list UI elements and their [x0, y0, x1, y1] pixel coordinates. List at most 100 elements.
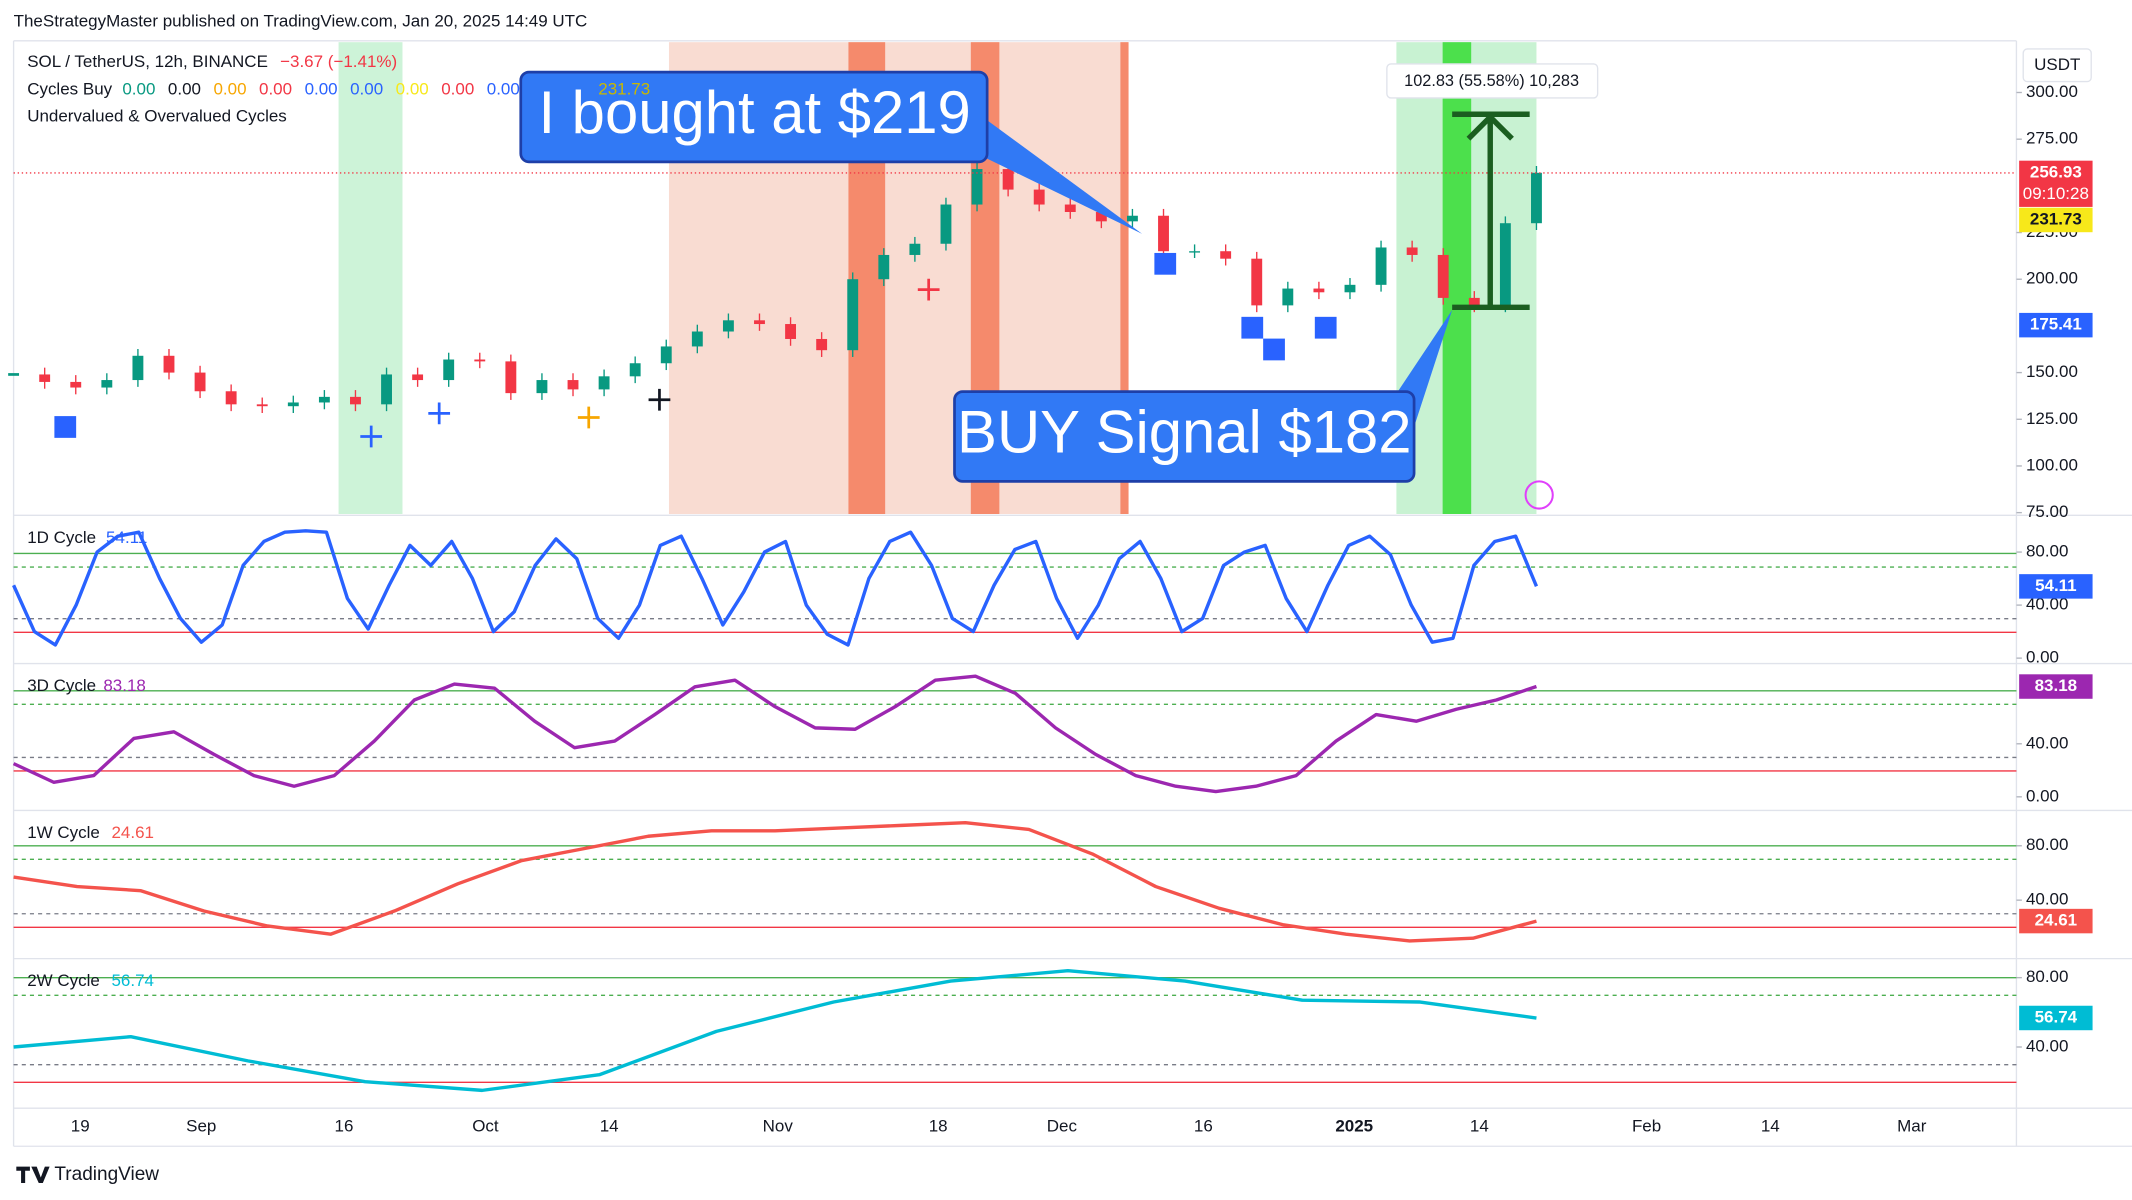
- candle: [287, 402, 299, 407]
- candle: [691, 331, 703, 347]
- x-tick-label: Dec: [1047, 1117, 1078, 1136]
- measure-tool: [1452, 111, 1530, 311]
- signal-plus: [428, 402, 451, 425]
- candle: [1375, 247, 1387, 285]
- pane-title: 2W Cycle: [27, 971, 100, 990]
- candle: [1406, 247, 1418, 255]
- x-tick-label: Sep: [186, 1117, 216, 1136]
- candle: [1468, 297, 1480, 306]
- candle: [878, 254, 890, 280]
- change: −3.67 (−1.41%): [280, 52, 397, 71]
- candle: [443, 359, 455, 381]
- candle: [754, 320, 765, 325]
- candle: [816, 338, 828, 351]
- callout-box: [953, 390, 1416, 483]
- y-tick-label: 40.00: [2026, 733, 2069, 752]
- indicator-name: Undervalued & Overvalued Cycles: [27, 106, 287, 125]
- y-tick-label: 100.00: [2026, 455, 2078, 474]
- cycle-line: [13, 969, 1537, 1093]
- footer-text: TradingView: [54, 1164, 159, 1185]
- candle: [132, 355, 144, 381]
- candle: [847, 279, 859, 351]
- x-tick-label: 14: [1761, 1117, 1780, 1136]
- value-label: [2019, 908, 2093, 934]
- y-tick-label: 75.00: [2026, 502, 2069, 521]
- indicator-value: 0.00: [396, 79, 429, 98]
- indicator-values: 0.00 0.00 0.00 0.00 0.00 0.00 0.00 0.00 0.00: [122, 79, 519, 98]
- signal-square: [1241, 316, 1264, 339]
- candle: [381, 374, 392, 405]
- pane-value: 56.74: [111, 971, 154, 990]
- candle: [225, 391, 237, 405]
- candle: [1531, 172, 1542, 224]
- pane-value: 24.61: [111, 823, 154, 842]
- price-label: [2019, 312, 2093, 338]
- callout-box: [519, 70, 989, 164]
- candle: [1189, 251, 1201, 253]
- candle: [256, 404, 268, 407]
- candle: [940, 204, 952, 244]
- x-tick-label: Nov: [763, 1117, 794, 1136]
- x-tick-label: 18: [929, 1117, 948, 1136]
- cycle-line: [12, 529, 1539, 647]
- y-tick-label: 40.00: [2026, 595, 2069, 614]
- signal-plus: [917, 278, 940, 301]
- x-tick-label: Oct: [472, 1117, 499, 1136]
- candle: [1220, 251, 1232, 259]
- candle: [350, 396, 361, 405]
- x-tick-label: 19: [71, 1117, 90, 1136]
- x-tick-label: 16: [1194, 1117, 1213, 1136]
- footer: TradingView: [16, 1164, 159, 1185]
- candle: [598, 376, 610, 390]
- y-tick-label: 80.00: [2026, 835, 2069, 854]
- indicator-value: 0.00: [441, 79, 474, 98]
- price-label: [2019, 207, 2093, 233]
- signal-plus: [648, 388, 671, 411]
- y-tick-label: 125.00: [2026, 409, 2078, 428]
- publisher: TheStrategyMaster published on TradingVi…: [14, 11, 588, 30]
- candle: [505, 361, 517, 394]
- candle: [1344, 284, 1356, 293]
- candle: [909, 243, 921, 255]
- candle: [629, 363, 641, 377]
- y-tick-label: 80.00: [2026, 967, 2069, 986]
- candle: [971, 169, 983, 205]
- candle: [163, 355, 175, 373]
- tv-logo: [16, 1166, 50, 1183]
- symbol: SOL / TetherUS, 12h, BINANCE: [27, 52, 268, 71]
- price-text: 175.41: [2030, 315, 2082, 334]
- candle: [194, 372, 206, 392]
- value-text: 56.74: [2035, 1007, 2078, 1026]
- x-tick-label: Mar: [1897, 1117, 1927, 1136]
- levels: [13, 552, 2017, 1084]
- candle: [1064, 204, 1076, 213]
- value-label: [2019, 1005, 2093, 1031]
- candle: [536, 380, 548, 394]
- candle: [1095, 212, 1107, 222]
- pane-value: 54.11: [106, 528, 147, 547]
- indicator-value: 0.00: [487, 79, 520, 98]
- value-text: 54.11: [2035, 576, 2077, 595]
- price-text: 231.73: [2030, 209, 2082, 228]
- indicator-value: 0.00: [213, 79, 246, 98]
- currency-button[interactable]: [2022, 48, 2092, 83]
- pane-title: 1W Cycle: [27, 823, 100, 842]
- candle: [1282, 288, 1294, 306]
- value-label: [2019, 574, 2093, 599]
- candle: [1499, 223, 1511, 306]
- pane-title: 1D Cycle: [27, 528, 96, 547]
- x-tick-label: Feb: [1632, 1117, 1661, 1136]
- candle: [1002, 169, 1014, 190]
- indicator-name: Cycles Buy: [27, 79, 112, 98]
- pane-value: 83.18: [103, 676, 146, 695]
- cycle-line: [13, 820, 1537, 943]
- indicator-value: 0.00: [259, 79, 292, 98]
- candle: [318, 396, 330, 403]
- signal-square: [1314, 316, 1337, 339]
- alert-icon[interactable]: [1524, 480, 1554, 510]
- candle: [1033, 189, 1045, 205]
- ma-value: 231.73: [598, 79, 650, 98]
- x-tick-label: 16: [335, 1117, 354, 1136]
- band: [1120, 42, 1129, 514]
